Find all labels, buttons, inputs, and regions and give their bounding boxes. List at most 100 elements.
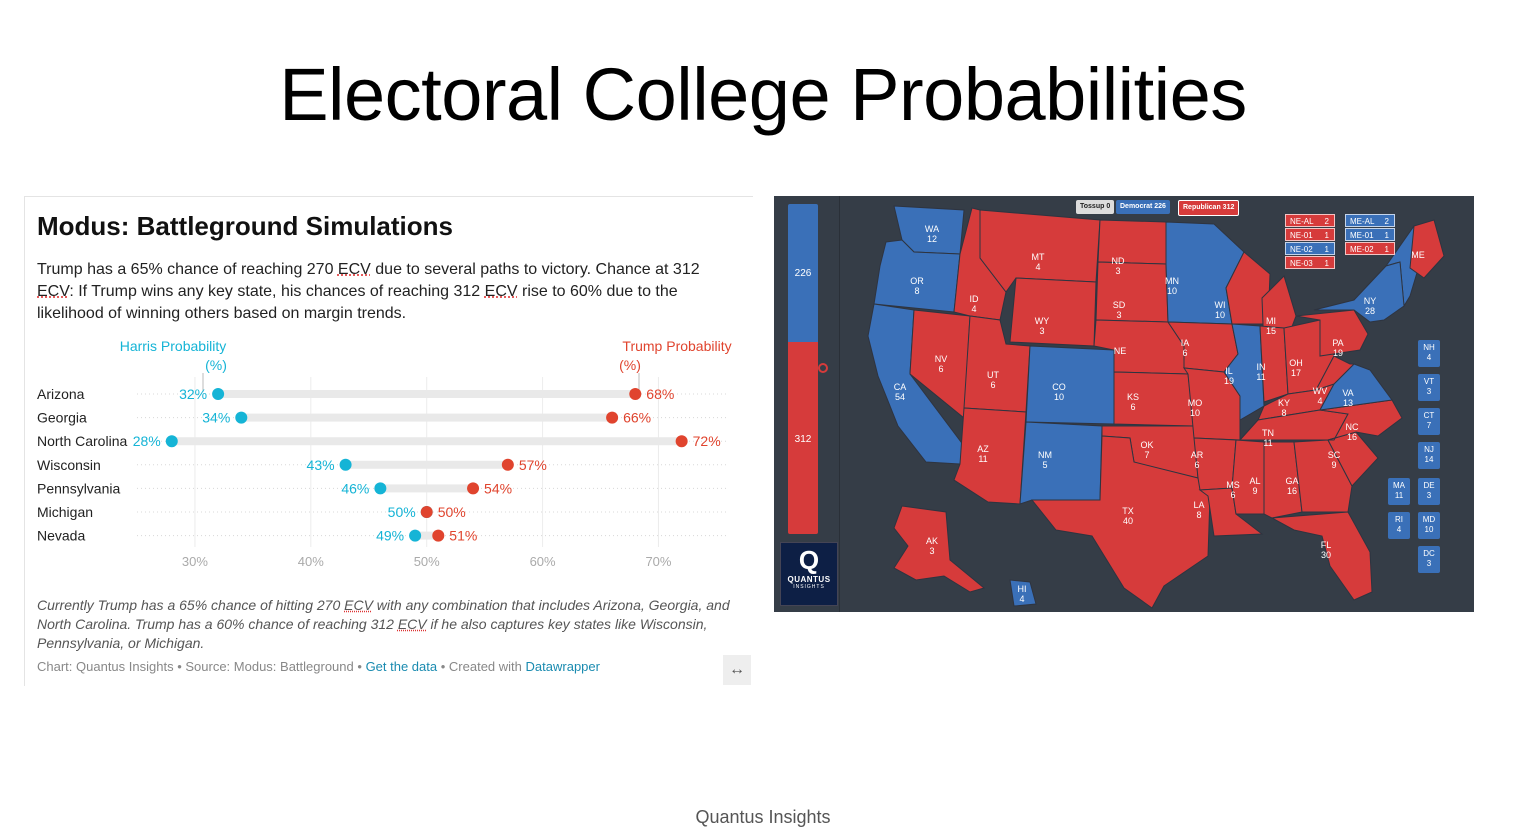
state-ev-label: 3 [929,546,934,556]
state-ev-label: 11 [1256,372,1265,382]
state-ev-label: 10 [1190,408,1200,418]
notes-text: if he also captures key states like Wisc… [37,616,708,651]
category-label: Arizona [37,386,85,402]
small-state-box[interactable]: DE 3 [1418,478,1440,505]
state-ev-label: 6 [938,364,943,374]
electoral-map-panel: WA 12 OR 8 CA 54 NV 6 ID 4 MT 4 WY 3 UT 6 AZ 11 CO 10 NM 5 ND 3… [774,196,1474,612]
state-abbr-label: WV [1313,386,1328,396]
state-ev-label: 54 [895,392,905,402]
category-label: Georgia [37,410,87,426]
state-abbr-label: NV [935,354,948,364]
state-shape[interactable] [1019,421,1103,505]
state-abbr-label: FL [1321,540,1332,550]
state-ev-label: 16 [1347,432,1357,442]
small-state-box[interactable]: MD 10 [1418,512,1440,539]
state-shape[interactable] [1238,409,1349,441]
district-ev: 2 [1384,217,1389,226]
state-abbr-label: NM [1038,450,1052,460]
state-abbr-label: NE [1114,346,1127,356]
state-ev-label: 5 [1042,460,1047,470]
state-ev-label: 4 [1019,594,1024,604]
logo-name: QUANTUS [787,575,831,584]
state-abbr-label: WA [925,224,939,234]
state-shape[interactable] [1030,435,1211,609]
state-shape[interactable] [1319,363,1393,411]
trump-value-label: 50% [438,504,466,520]
state-shape[interactable] [1263,441,1303,519]
small-state-box[interactable]: NH 4 [1418,340,1440,367]
trump-dot [501,458,514,471]
state-abbr-label: TX [1122,506,1134,516]
state-shape[interactable] [1097,219,1167,265]
small-state-box[interactable]: VT 3 [1418,374,1440,401]
slide-footer: Quantus Insights [695,807,831,827]
trump-value-label: 54% [484,480,512,496]
state-shape[interactable] [1270,511,1373,601]
trump-dot [675,435,688,448]
get-data-link[interactable]: Get the data [365,659,438,674]
desc-ecv: ECV [37,283,70,300]
small-state-box[interactable]: RI 4 [1388,512,1410,539]
small-state-box[interactable]: NJ 14 [1418,442,1440,469]
district-label: ME-01 [1350,231,1374,240]
credit-sep: • [357,659,362,674]
credit-created: • Created with [440,659,522,674]
small-state-ev: 11 [1394,491,1404,500]
state-abbr-label: CA [894,382,907,392]
small-state-abbr: MD [1422,515,1436,524]
state-abbr-label: AL [1249,476,1260,486]
small-state-ev: 3 [1426,491,1432,500]
district-label: NE-03 [1290,259,1313,268]
rep-total-bar [788,342,818,534]
district-box: ME-02 1 [1345,242,1395,255]
state-ev-label: 30 [1321,550,1331,560]
trump-value-label: 72% [693,433,721,449]
state-abbr-label: TN [1262,428,1274,438]
datawrapper-link[interactable]: Datawrapper [525,659,600,674]
small-state-box[interactable]: MA 11 [1388,478,1410,505]
trump-value-label: 68% [646,386,674,402]
state-shape[interactable] [953,407,1027,505]
state-shape[interactable] [1319,399,1403,441]
state-shape[interactable] [1313,261,1405,323]
state-shape[interactable] [1009,579,1037,607]
state-ev-label: 6 [1182,348,1187,358]
state-abbr-label: MS [1226,480,1240,490]
district-box: NE-02 1 [1285,242,1335,255]
expand-arrows-icon[interactable]: ↔ [723,655,751,685]
district-label: NE-02 [1290,245,1313,254]
state-abbr-label: VA [1342,388,1353,398]
state-shape[interactable] [1314,355,1356,391]
small-state-abbr: CT [1423,411,1435,420]
state-abbr-label: OR [910,276,924,286]
state-shape[interactable] [1025,345,1115,425]
district-ev: 1 [1384,231,1389,240]
state-abbr-label: LA [1193,500,1204,510]
state-abbr-label: IN [1257,362,1266,372]
state-shape[interactable] [1293,439,1353,513]
state-ev-label: 28 [1365,306,1375,316]
state-shape[interactable] [893,505,986,593]
state-ev-label: 15 [1266,326,1276,336]
legend-democrat: Democrat 226 [1116,200,1170,214]
state-shape[interactable] [1095,261,1169,323]
state-abbr-label: ME [1411,250,1425,260]
state-shape[interactable] [1409,219,1445,279]
state-ev-label: 3 [1115,266,1120,276]
state-abbr-label: UT [987,370,999,380]
state-abbr-label: AR [1191,450,1204,460]
district-box: ME-01 1 [1345,228,1395,241]
small-state-box[interactable]: CT 7 [1418,408,1440,435]
state-shape[interactable] [1231,439,1265,515]
state-shape[interactable] [1009,277,1097,347]
state-ev-label: 19 [1333,348,1343,358]
threshold-marker [818,363,828,373]
state-abbr-label: MI [1266,316,1276,326]
small-state-box[interactable]: DC 3 [1418,546,1440,573]
desc-ecv: ECV [337,261,371,278]
chart-credits: Chart: Quantus Insights • Source: Modus:… [37,659,600,674]
district-label: NE-AL [1290,217,1314,226]
small-state-abbr: NJ [1424,445,1434,454]
small-state-ev: 14 [1424,455,1434,464]
legend-tossup: Tossup 0 [1076,200,1115,214]
